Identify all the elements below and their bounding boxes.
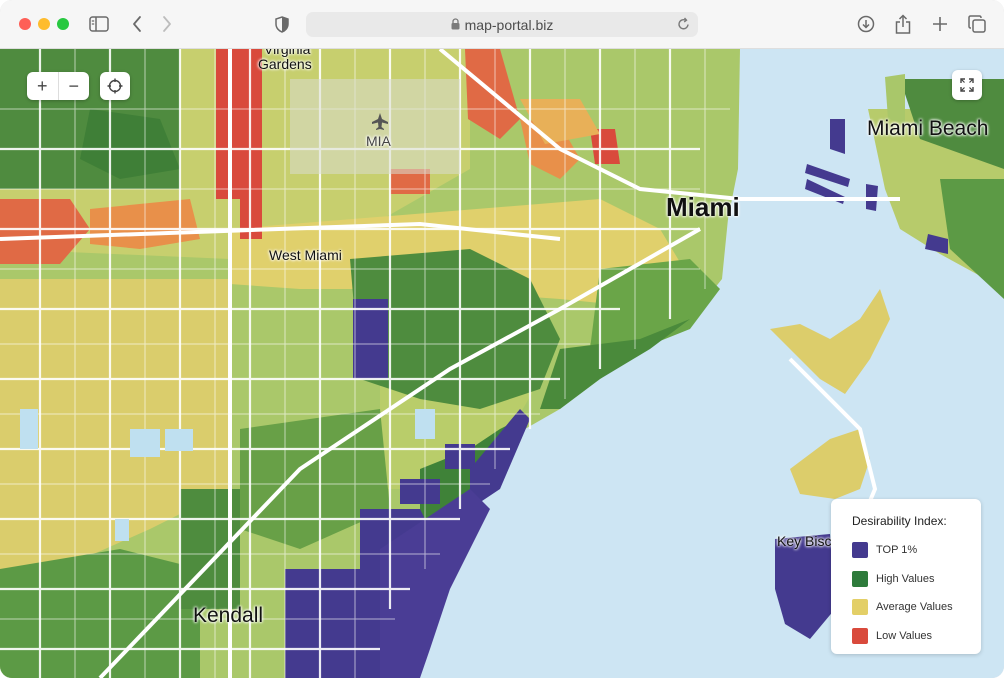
map-label-key-biscayne: Key Bisc [777,533,832,549]
zoom-out-button[interactable]: − [68,75,80,96]
legend-swatch [852,571,868,587]
legend-item-average: Average Values [852,598,953,616]
legend-swatch [852,599,868,615]
district-top [285,569,360,678]
back-icon[interactable] [128,12,146,36]
tabs-icon[interactable] [966,12,988,36]
browser-toolbar: map-portal.biz [0,0,1004,49]
highways [0,49,900,678]
reload-icon[interactable] [677,17,690,34]
district-high [350,249,560,409]
district-high [0,549,200,678]
district-low [216,49,262,199]
url-text: map-portal.biz [464,16,554,33]
airport-icon [372,113,388,130]
district-high [590,259,720,349]
island-top [830,119,845,154]
map-label-miami: Miami [666,192,740,222]
map-label-kendall: Kendall [193,604,264,627]
miami-beach-top [925,234,948,254]
new-tab-icon[interactable] [929,12,951,36]
sidebar-icon[interactable] [88,12,110,36]
lakes [20,409,435,541]
district-top [400,479,440,504]
island-top [805,164,850,187]
legend-swatch [852,628,868,644]
district-top [380,489,490,678]
zoom-in-button[interactable]: + [37,75,48,96]
district-low [590,129,620,164]
airport-area [290,79,460,174]
legend-item-low: Low Values [852,627,932,645]
legend-label: Average Values [876,601,953,613]
district-low [0,199,90,264]
legend-label: High Values [876,573,935,585]
forward-icon[interactable] [158,12,176,36]
shield-icon[interactable] [272,12,292,36]
district-high [540,319,690,409]
legend-label: TOP 1% [876,544,918,556]
zoom-window-button[interactable] [57,18,69,30]
key-biscayne-top [775,534,835,639]
key-biscayne-north [790,429,870,499]
legend: Desirability Index: TOP 1% High Values A… [831,499,981,654]
legend-title: Desirability Index: [852,514,947,528]
district-average [0,279,230,579]
district-top [353,299,388,379]
legend-swatch [852,542,868,558]
map-label-virginia-gardens: Gardens [258,56,312,72]
zoom-control: + − [27,72,89,100]
lock-icon [451,17,460,33]
island-average [885,74,905,124]
miami-beach-high [940,179,1004,299]
crosshair-icon [107,78,123,94]
minimize-window-button[interactable] [38,18,50,30]
address-bar[interactable]: map-portal.biz [306,12,698,37]
miami-beach-high [900,79,1004,169]
district-high [80,109,180,179]
legend-item-high: High Values [852,570,935,588]
map-label-virginia-gardens-top: Virginia [264,49,311,57]
map-canvas[interactable]: Virginia Gardens MIA Miami Miami Beach W… [0,49,1004,678]
expand-icon [960,78,974,92]
fullscreen-button[interactable] [952,70,982,100]
share-icon[interactable] [892,12,914,36]
locate-button[interactable] [100,72,130,100]
legend-item-top: TOP 1% [852,541,917,559]
download-icon[interactable] [855,12,877,36]
zoom-divider [57,72,59,100]
district-low [390,169,430,194]
map-label-mia: MIA [366,133,391,149]
virginia-key [770,289,890,394]
district-high [240,409,390,549]
close-window-button[interactable] [19,18,31,30]
map-label-miami-beach: Miami Beach [867,117,989,140]
legend-label: Low Values [876,630,933,642]
map-label-west-miami: West Miami [269,247,342,263]
